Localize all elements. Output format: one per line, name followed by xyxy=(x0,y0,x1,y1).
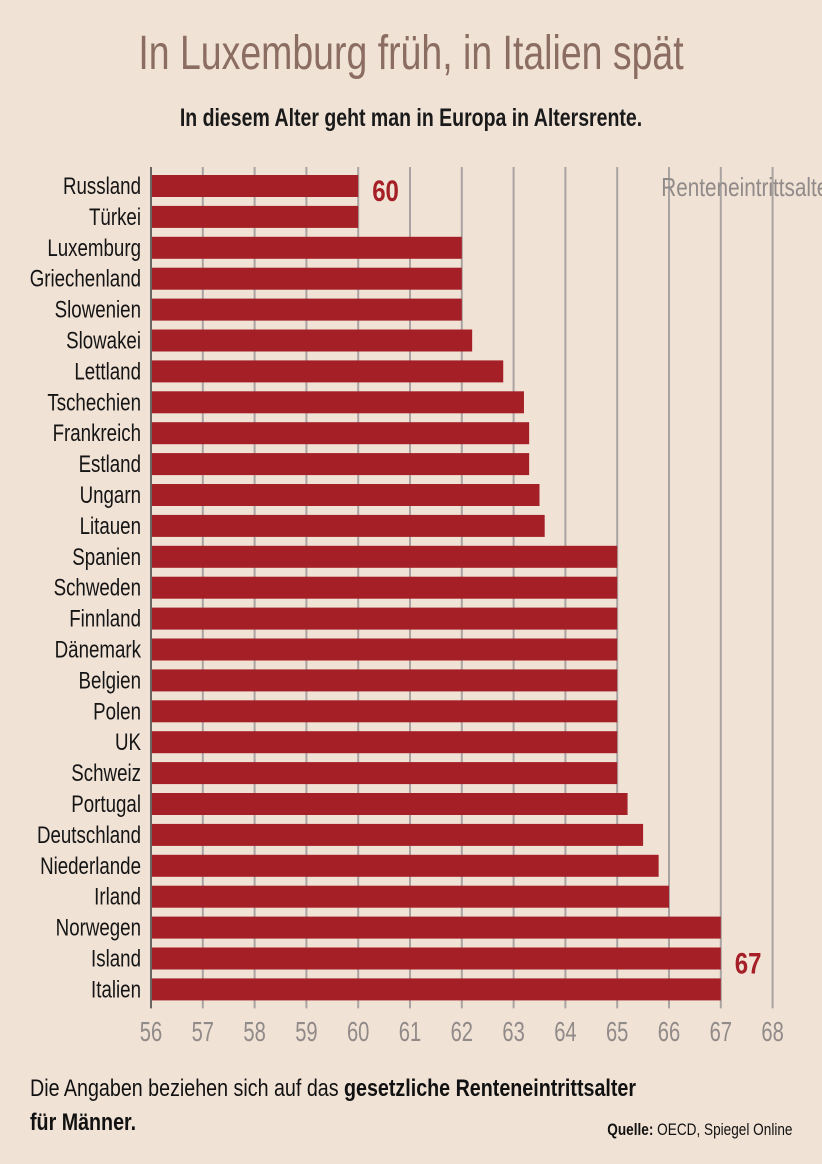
category-label-belgien: Belgien xyxy=(79,667,141,694)
annotations: 60 67 xyxy=(372,173,761,980)
bar-ungarn xyxy=(152,484,540,506)
bar-deutschland xyxy=(152,823,644,846)
category-label-italien: Italien xyxy=(91,976,141,1003)
bar-russland xyxy=(152,175,359,197)
category-label-slowakei: Slowakei xyxy=(66,327,141,354)
bar-chart: Renteneintrittsalter Russland Türkei Luxem… xyxy=(30,167,822,1048)
x-tick-label-63: 63 xyxy=(502,1017,524,1048)
x-tick-label-66: 66 xyxy=(658,1017,680,1048)
category-label-litauen: Litauen xyxy=(80,513,141,540)
category-label-türkei: Türkei xyxy=(89,204,141,231)
category-label-schweden: Schweden xyxy=(54,575,141,602)
bar-türkei xyxy=(152,205,359,228)
bar-belgien xyxy=(152,669,618,692)
category-label-uk: UK xyxy=(115,729,142,756)
x-tick-label-67: 67 xyxy=(710,1017,732,1048)
category-label-spanien: Spanien xyxy=(72,544,141,571)
bar-slowakei xyxy=(152,329,473,352)
source-text: OECD, Spiegel Online xyxy=(652,1120,792,1139)
footnote: Die Angaben beziehen sich auf das gesetz… xyxy=(30,1072,653,1140)
bar-litauen xyxy=(152,514,545,537)
x-tick-label-60: 60 xyxy=(347,1017,369,1048)
category-label-finnland: Finnland xyxy=(69,605,141,632)
category-label-tschechien: Tschechien xyxy=(47,389,141,416)
annotation-67: 67 xyxy=(735,946,762,980)
x-tick-label-64: 64 xyxy=(554,1017,576,1048)
x-tick-label-61: 61 xyxy=(399,1017,421,1048)
bar-island xyxy=(152,947,721,970)
bar-luxemburg xyxy=(152,236,462,259)
bar-irland xyxy=(152,885,669,908)
source-label: Quelle: xyxy=(606,1120,653,1139)
category-label-ungarn: Ungarn xyxy=(80,482,141,509)
category-label-luxemburg: Luxemburg xyxy=(47,235,141,262)
footnote-text: Die Angaben beziehen sich auf das xyxy=(30,1075,345,1102)
category-label-lettland: Lettland xyxy=(74,358,141,385)
footnote-bold: gesetzliche Renteneintrittsalter für Män… xyxy=(30,1075,637,1136)
source-credit: Quelle: OECD, Spiegel Online xyxy=(607,1120,792,1140)
category-label-norwegen: Norwegen xyxy=(56,914,141,941)
category-label-portugal: Portugal xyxy=(71,791,141,818)
bar-tschechien xyxy=(152,391,524,414)
x-tick-label-68: 68 xyxy=(761,1017,783,1048)
bar-italien xyxy=(152,978,721,1001)
bar-estland xyxy=(152,453,530,476)
x-tick-label-65: 65 xyxy=(606,1017,628,1048)
bar-slowenien xyxy=(152,298,462,321)
bar-lettland xyxy=(152,360,504,383)
bar-polen xyxy=(152,700,618,723)
category-label-deutschland: Deutschland xyxy=(37,822,141,849)
x-axis-ticks: 56 57 58 59 60 61 62 63 64 65 66 67 68 xyxy=(140,1017,784,1048)
bar-frankreich xyxy=(152,422,530,445)
bar-schweiz xyxy=(152,762,618,785)
chart-title: In Luxemburg früh, in Italien spät xyxy=(138,27,684,80)
category-label-griechenland: Griechenland xyxy=(30,266,141,293)
category-label-slowenien: Slowenien xyxy=(55,296,141,323)
category-label-estland: Estland xyxy=(79,451,141,478)
bar-niederlande xyxy=(152,854,659,877)
x-tick-label-59: 59 xyxy=(295,1017,317,1048)
bar-finnland xyxy=(152,607,618,630)
x-tick-label-62: 62 xyxy=(451,1017,473,1048)
category-label-dänemark: Dänemark xyxy=(55,636,142,663)
annotation-60: 60 xyxy=(372,173,399,207)
series-label: Renteneintrittsalter xyxy=(661,172,822,202)
category-label-frankreich: Frankreich xyxy=(53,420,141,447)
category-label-polen: Polen xyxy=(93,698,141,725)
x-tick-label-57: 57 xyxy=(192,1017,214,1048)
bar-uk xyxy=(152,731,618,754)
bar-portugal xyxy=(152,793,628,815)
bar-spanien xyxy=(152,545,618,568)
category-label-island: Island xyxy=(91,945,141,972)
bar-schweden xyxy=(152,576,618,599)
category-labels: Russland Türkei Luxemburg Griechenland Slowe… xyxy=(30,173,142,1003)
category-label-niederlande: Niederlande xyxy=(40,853,141,880)
x-tick-label-56: 56 xyxy=(140,1017,162,1048)
bar-norwegen xyxy=(152,916,721,939)
x-tick-label-58: 58 xyxy=(243,1017,265,1048)
category-label-russland: Russland xyxy=(63,173,141,200)
chart-subtitle: In diesem Alter geht man in Europa in Al… xyxy=(179,104,643,132)
bar-griechenland xyxy=(152,267,462,290)
bars xyxy=(152,175,721,1001)
bar-dänemark xyxy=(152,638,618,661)
category-label-schweiz: Schweiz xyxy=(71,760,141,787)
category-label-irland: Irland xyxy=(94,884,141,911)
